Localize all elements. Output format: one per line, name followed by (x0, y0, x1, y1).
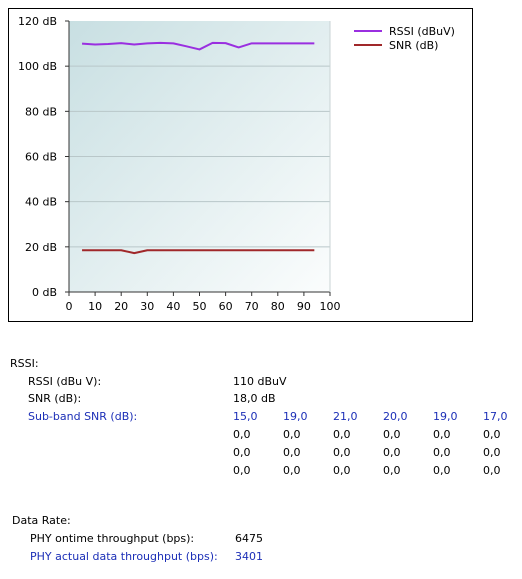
subband-snr-cell: 17,0 (483, 410, 508, 423)
subband-snr-cell: 0,0 (433, 464, 451, 477)
subband-snr-cell: 19,0 (433, 410, 458, 423)
subband-snr-cell: 0,0 (383, 464, 401, 477)
phy-actual-value: 3401 (235, 550, 263, 563)
y-tick-label: 0 dB (32, 286, 57, 299)
x-tick-label: 50 (193, 300, 207, 313)
x-tick-label: 70 (245, 300, 259, 313)
subband-snr-cell: 0,0 (233, 464, 251, 477)
x-tick-label: 100 (320, 300, 341, 313)
subband-snr-cell: 20,0 (383, 410, 408, 423)
subband-snr-label: Sub-band SNR (dB): (28, 410, 138, 423)
rssi-value: 110 dBuV (233, 375, 287, 388)
x-tick-label: 10 (88, 300, 102, 313)
x-tick-label: 0 (66, 300, 73, 313)
x-tick-label: 80 (271, 300, 285, 313)
y-tick-label: 100 dB (18, 60, 57, 73)
subband-snr-cell: 0,0 (383, 446, 401, 459)
data-rate-heading: Data Rate: (12, 514, 71, 527)
phy-ontime-label: PHY ontime throughput (bps): (30, 532, 195, 545)
subband-snr-cell: 0,0 (383, 428, 401, 441)
x-tick-label: 90 (297, 300, 311, 313)
legend-label: SNR (dB) (389, 39, 438, 52)
series-line-snr (82, 249, 315, 255)
y-tick-label: 40 dB (25, 196, 57, 209)
legend-label: RSSI (dBuV) (389, 25, 455, 38)
x-tick-label: 60 (219, 300, 233, 313)
subband-snr-cell: 0,0 (483, 464, 501, 477)
signal-chart-panel: 0 dB 20 dB 40 dB 60 dB 80 dB 100 dB 120 dB 0 10 2… (8, 8, 473, 322)
subband-snr-cell: 0,0 (483, 428, 501, 441)
subband-snr-cell: 0,0 (483, 446, 501, 459)
subband-snr-cell: 0,0 (333, 464, 351, 477)
subband-snr-cell: 19,0 (283, 410, 308, 423)
rssi-label: RSSI (dBu V): (28, 375, 102, 388)
y-tick-label: 60 dB (25, 151, 57, 164)
subband-snr-cell: 0,0 (433, 446, 451, 459)
rssi-heading: RSSI: (10, 357, 39, 370)
subband-snr-cell: 0,0 (283, 464, 301, 477)
signal-chart: 0 dB 20 dB 40 dB 60 dB 80 dB 100 dB 120 dB 0 10 2… (18, 15, 455, 313)
series-line-rssi (81, 41, 315, 51)
subband-snr-cell: 0,0 (233, 428, 251, 441)
y-tick-label: 120 dB (18, 15, 57, 28)
subband-snr-cell: 0,0 (433, 428, 451, 441)
phy-actual-label: PHY actual data throughput (bps): (30, 550, 218, 563)
y-tick-label: 20 dB (25, 241, 57, 254)
x-tick-label: 30 (140, 300, 154, 313)
snr-label: SNR (dB): (28, 392, 82, 405)
x-tick-label: 20 (114, 300, 128, 313)
subband-snr-cell: 0,0 (283, 428, 301, 441)
y-tick-label: 80 dB (25, 105, 57, 118)
subband-snr-cell: 0,0 (333, 428, 351, 441)
x-tick-label: 40 (166, 300, 180, 313)
subband-snr-cell: 0,0 (233, 446, 251, 459)
subband-snr-cell: 15,0 (233, 410, 258, 423)
subband-snr-cell: 21,0 (333, 410, 358, 423)
subband-snr-cell: 0,0 (283, 446, 301, 459)
snr-value: 18,0 dB (233, 392, 276, 405)
subband-snr-cell: 0,0 (333, 446, 351, 459)
phy-ontime-value: 6475 (235, 532, 263, 545)
